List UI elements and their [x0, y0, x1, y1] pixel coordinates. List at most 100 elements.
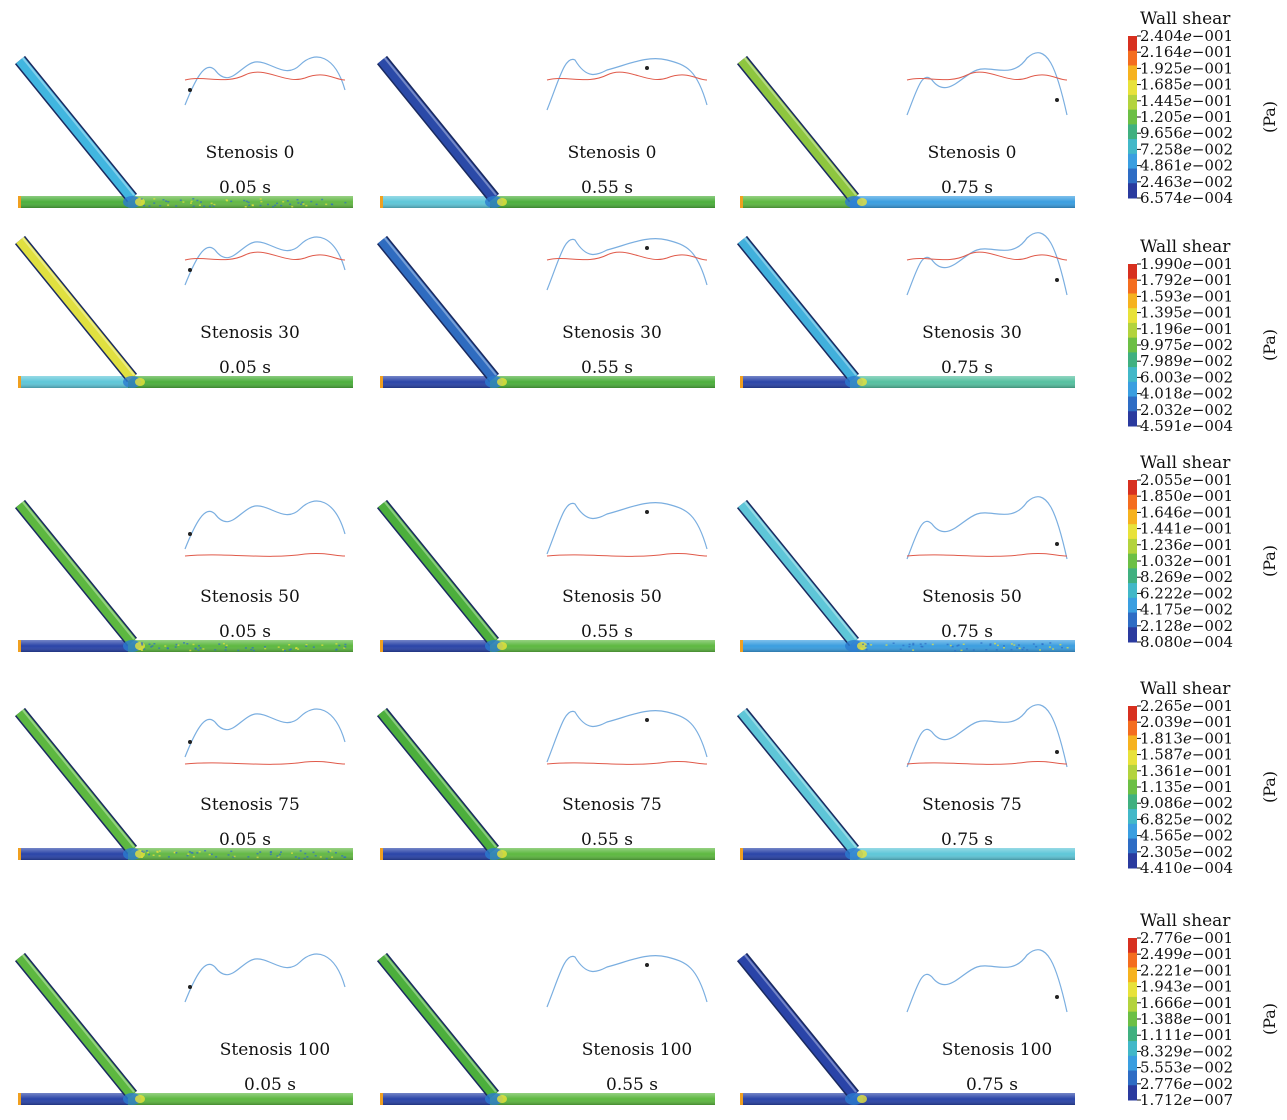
- time-marker: [188, 985, 192, 989]
- colorbar-segment: [1128, 938, 1137, 954]
- colorbar-tick-label: 1.236e−001: [1140, 536, 1233, 554]
- colorbar-tick-label: 4.018e−002: [1140, 385, 1233, 403]
- colorbar-tick-label: 8.080e−004: [1140, 633, 1233, 651]
- vessel-inlet: [18, 376, 21, 388]
- colorbar-segment: [1128, 706, 1137, 722]
- stenosis-label: Stenosis 0: [206, 143, 295, 163]
- vessel-branch: [376, 499, 500, 647]
- stenosis-label: Stenosis 100: [220, 1040, 330, 1060]
- stenosis-label: Stenosis 75: [200, 795, 300, 815]
- waveform-curve-red: [906, 760, 1068, 765]
- stenosis-label: Stenosis 100: [942, 1040, 1052, 1060]
- vessel-shading: [740, 196, 1075, 208]
- junction-region: [485, 196, 503, 208]
- time-label: 0.55 s: [581, 830, 633, 850]
- vessel-shading: [740, 1093, 1075, 1105]
- junction-highlight: [497, 642, 507, 650]
- flow-waveform-inset: [906, 704, 1068, 768]
- time-marker: [645, 66, 649, 70]
- colorbar-segment: [1128, 1026, 1137, 1042]
- time-marker: [188, 740, 192, 744]
- stenosis-row: Stenosis 100 0.05 s Stenosis 100 0.55 s Sten…: [14, 949, 1075, 1105]
- colorbar-segment: [1128, 509, 1137, 525]
- junction-highlight: [135, 1095, 145, 1103]
- colorbar-segment: [1128, 322, 1137, 339]
- colorbar-segment: [1128, 967, 1137, 983]
- vessel-panel: Stenosis 100 0.05 s: [14, 952, 353, 1105]
- time-label: 0.55 s: [606, 1075, 658, 1095]
- vessel-panel: Stenosis 75 0.75 s: [736, 704, 1075, 860]
- vessel-inlet: [740, 196, 743, 208]
- colorbar-tick-label: 1.395e−001: [1140, 304, 1233, 322]
- colorbar-segment: [1128, 183, 1137, 199]
- colorbar-segment: [1128, 1011, 1137, 1027]
- time-label: 0.05 s: [244, 1075, 296, 1095]
- junction-highlight: [135, 378, 145, 386]
- colorbar-tick-label: 1.685e−001: [1140, 76, 1233, 94]
- stenosis-label: Stenosis 30: [200, 323, 300, 343]
- colorbar-segment: [1128, 1055, 1137, 1072]
- flow-waveform-inset: [184, 953, 346, 1003]
- junction-highlight: [857, 1095, 867, 1103]
- vessel-shading: [380, 1093, 715, 1105]
- colorbar-tick-label: 1.666e−001: [1140, 994, 1233, 1012]
- waveform-curve-red: [906, 552, 1068, 557]
- shear-speckle: [860, 642, 1069, 652]
- vessel-inlet: [18, 196, 21, 208]
- time-label: 0.55 s: [581, 622, 633, 642]
- junction-region: [485, 1093, 503, 1105]
- waveform-curve-red: [546, 552, 708, 557]
- time-label: 0.75 s: [941, 830, 993, 850]
- shear-speckle: [138, 642, 347, 652]
- colorbar: Wall shear2.265e−0012.039e−0011.813e−001…: [1128, 679, 1279, 877]
- colorbar-segment: [1128, 65, 1137, 81]
- vessel-shading: [740, 848, 1075, 860]
- colorbar-tick-label: 2.463e−002: [1140, 173, 1233, 191]
- colorbar-segment: [1128, 494, 1137, 510]
- waveform-curve-blue: [906, 949, 1068, 1013]
- colorbar-tick-label: 4.175e−002: [1140, 601, 1233, 619]
- colorbar-tick-label: 2.499e−001: [1140, 945, 1233, 963]
- colorbar-segment: [1128, 480, 1137, 496]
- colorbar-segment: [1128, 124, 1137, 140]
- colorbar-segment: [1128, 264, 1137, 280]
- colorbar-segment: [1128, 996, 1137, 1013]
- waveform-curve-blue: [906, 496, 1068, 560]
- waveform-curve-blue: [546, 710, 708, 763]
- waveform-curve-red: [906, 251, 1068, 261]
- colorbar-tick-label: 2.221e−001: [1140, 961, 1233, 979]
- vessel-branch: [14, 55, 138, 203]
- waveform-curve-blue: [906, 704, 1068, 768]
- colorbar-segment: [1128, 524, 1137, 540]
- flow-waveform-inset: [184, 56, 346, 106]
- colorbar-segment: [1128, 396, 1137, 412]
- vessel-panel: Stenosis 0 0.55 s: [376, 55, 715, 208]
- colorbar-tick-label: 2.265e−001: [1140, 697, 1233, 715]
- colorbar-unit: (Pa): [1260, 101, 1279, 133]
- colorbar-unit: (Pa): [1260, 771, 1279, 803]
- flow-waveform-inset: [906, 496, 1068, 560]
- vessel-branch: [376, 707, 500, 855]
- stenosis-label: Stenosis 50: [200, 587, 300, 607]
- colorbar-segment: [1128, 50, 1137, 66]
- time-label: 0.05 s: [219, 358, 271, 378]
- vessel-panel: Stenosis 30 0.75 s: [736, 232, 1075, 388]
- colorbar-tick-label: 4.410e−004: [1140, 859, 1233, 877]
- junction-highlight: [857, 378, 867, 386]
- junction-region: [485, 640, 503, 652]
- colorbar-tick-label: 2.404e−001: [1140, 27, 1233, 45]
- colorbar-tick-label: 6.574e−004: [1140, 189, 1233, 207]
- flow-waveform-inset: [906, 232, 1068, 296]
- colorbar-tick-label: 8.329e−002: [1140, 1042, 1233, 1060]
- colorbar-segment: [1128, 1041, 1137, 1057]
- vessel-branch: [14, 707, 138, 855]
- colorbar-tick-label: 2.032e−002: [1140, 401, 1233, 419]
- junction-region: [845, 376, 863, 388]
- stenosis-label: Stenosis 30: [562, 323, 662, 343]
- flow-waveform-inset: [546, 955, 708, 1008]
- flow-waveform-inset: [546, 238, 708, 291]
- colorbar-segment: [1128, 952, 1137, 968]
